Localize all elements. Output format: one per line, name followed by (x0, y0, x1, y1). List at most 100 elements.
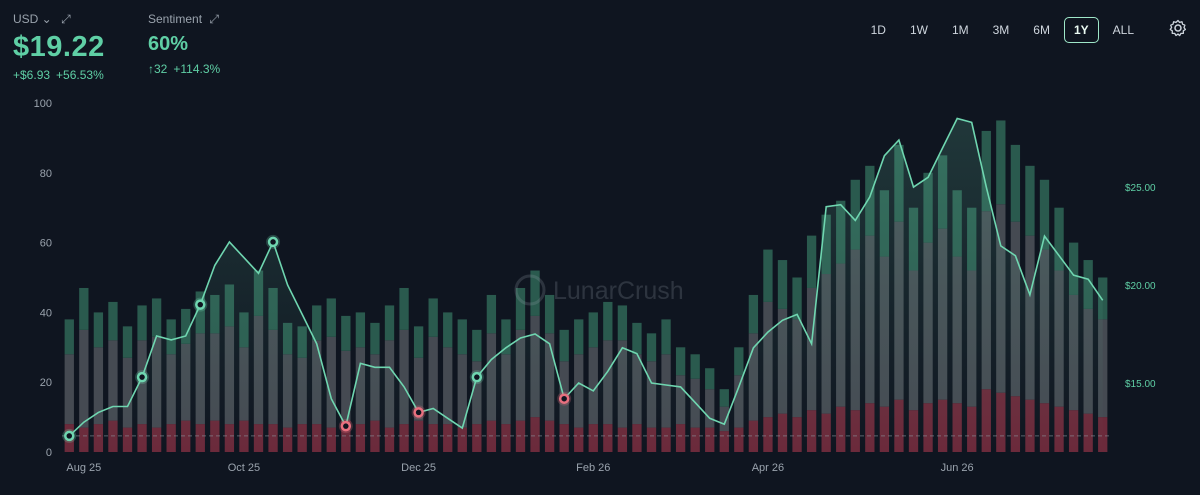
sentiment-block: Sentiment ⤢ 60% ↑32 +114.3% (148, 12, 226, 76)
range-button[interactable]: 3M (992, 23, 1010, 37)
bar-segment (1098, 277, 1108, 320)
y2-tick-label: $15.00 (1125, 379, 1156, 390)
bar-segment (850, 179, 860, 250)
currency: USD (13, 12, 39, 26)
bar-segment (326, 298, 336, 337)
bar-segment (457, 354, 467, 428)
range-selector: 1D 1W 1M 3M 6M 1Y ALL (861, 17, 1144, 43)
bar-segment (108, 340, 118, 421)
bar-segment (108, 301, 118, 341)
bar-segment (472, 329, 482, 362)
bar-segment (559, 329, 569, 362)
bar-segment (428, 336, 438, 425)
bar-segment (763, 249, 773, 302)
bar-segment (326, 336, 336, 428)
bar-segment (370, 322, 380, 355)
price-change-row: +$6.93 +56.53% (13, 68, 110, 82)
bar-segment (399, 287, 409, 330)
watermark-text: LunarCrush (553, 277, 684, 305)
event-marker (64, 430, 75, 442)
bar-segment (588, 347, 598, 425)
event-marker (136, 371, 148, 383)
watermark: LunarCrush (514, 274, 684, 306)
bar-segment (486, 294, 497, 334)
bar-segment (312, 305, 322, 341)
x-tick-label: Dec 25 (401, 462, 436, 474)
bar-segment (384, 305, 395, 341)
x-tick-label: Jun 26 (941, 462, 974, 474)
bar-segment (413, 357, 424, 421)
bar-segment (646, 333, 657, 362)
bar-segment (981, 130, 991, 212)
bar-segment (544, 294, 555, 334)
x-tick-label: Feb 26 (576, 462, 610, 474)
settings-button[interactable] (1168, 18, 1188, 38)
sentiment-change-row: ↑32 +114.3% (148, 62, 226, 76)
bar-segment (530, 270, 540, 316)
sentiment-label: Sentiment (148, 12, 203, 26)
bar-segment (719, 406, 729, 432)
bar-segment (413, 326, 424, 358)
event-marker (267, 236, 279, 248)
bar-segment (341, 315, 351, 351)
bar-segment (603, 301, 613, 341)
range-button[interactable]: 1Y (1063, 17, 1099, 43)
bar-segment (151, 298, 162, 337)
bar-segment (122, 357, 133, 428)
price-area (69, 118, 1103, 452)
x-tick-label: Aug 25 (66, 462, 101, 474)
bar-segment (137, 305, 147, 341)
range-button[interactable]: 1D (870, 23, 886, 37)
bar-segment (1068, 242, 1079, 295)
bar-segment (734, 347, 744, 376)
bar-segment (1025, 165, 1035, 236)
x-tick-label: Oct 25 (228, 462, 260, 474)
y-tick-label: 40 (40, 307, 52, 319)
bar-segment (166, 319, 176, 355)
bar-segment (1054, 207, 1064, 271)
bar-segment (632, 322, 642, 355)
bar-segment (1098, 417, 1108, 452)
bar-segment (93, 347, 104, 425)
bar-segment (181, 308, 191, 344)
bar-segment (661, 319, 671, 355)
currency-selector[interactable]: USD ⌄ ⤢ (13, 12, 71, 26)
range-button[interactable]: 6M (1033, 23, 1050, 37)
y-tick-label: 20 (40, 377, 52, 389)
bar-segment (996, 120, 1006, 205)
bar-segment (93, 312, 104, 348)
y2-tick-label: $25.00 (1125, 183, 1156, 194)
sentiment: 60% (148, 33, 189, 55)
bar-segment (719, 389, 729, 407)
bar-segment (443, 347, 453, 425)
event-marker (195, 299, 206, 310)
price-change-pct: +56.53% (56, 68, 104, 82)
bar-segment (428, 298, 438, 337)
y-tick-label: 0 (46, 447, 52, 459)
event-marker (413, 407, 424, 418)
bar-segment (675, 347, 686, 376)
price-line (68, 117, 1104, 437)
watermark-logo (514, 274, 546, 306)
y2-tick-label: $20.00 (1125, 281, 1156, 292)
bar-segment (777, 260, 788, 309)
event-marker (558, 393, 570, 404)
bar-segment (79, 329, 89, 428)
price-block: USD ⌄ ⤢ $19.22 +$6.93 +56.53% (13, 12, 110, 82)
bar-segment (399, 329, 409, 425)
range-button[interactable]: 1M (951, 23, 969, 37)
y-tick-label: 100 (34, 98, 52, 110)
price-change: +$6.93 (13, 68, 51, 82)
bar-segment (64, 354, 74, 425)
bar-segment (559, 361, 569, 425)
range-button[interactable]: 1W (909, 23, 928, 37)
x-tick-label: Apr 26 (752, 462, 784, 474)
bar-segment (457, 319, 467, 355)
bar-segment (806, 235, 817, 288)
event-marker (340, 420, 352, 432)
bar-segment (1039, 179, 1050, 250)
range-button[interactable]: ALL (1112, 23, 1134, 37)
bar-segment (443, 312, 453, 348)
